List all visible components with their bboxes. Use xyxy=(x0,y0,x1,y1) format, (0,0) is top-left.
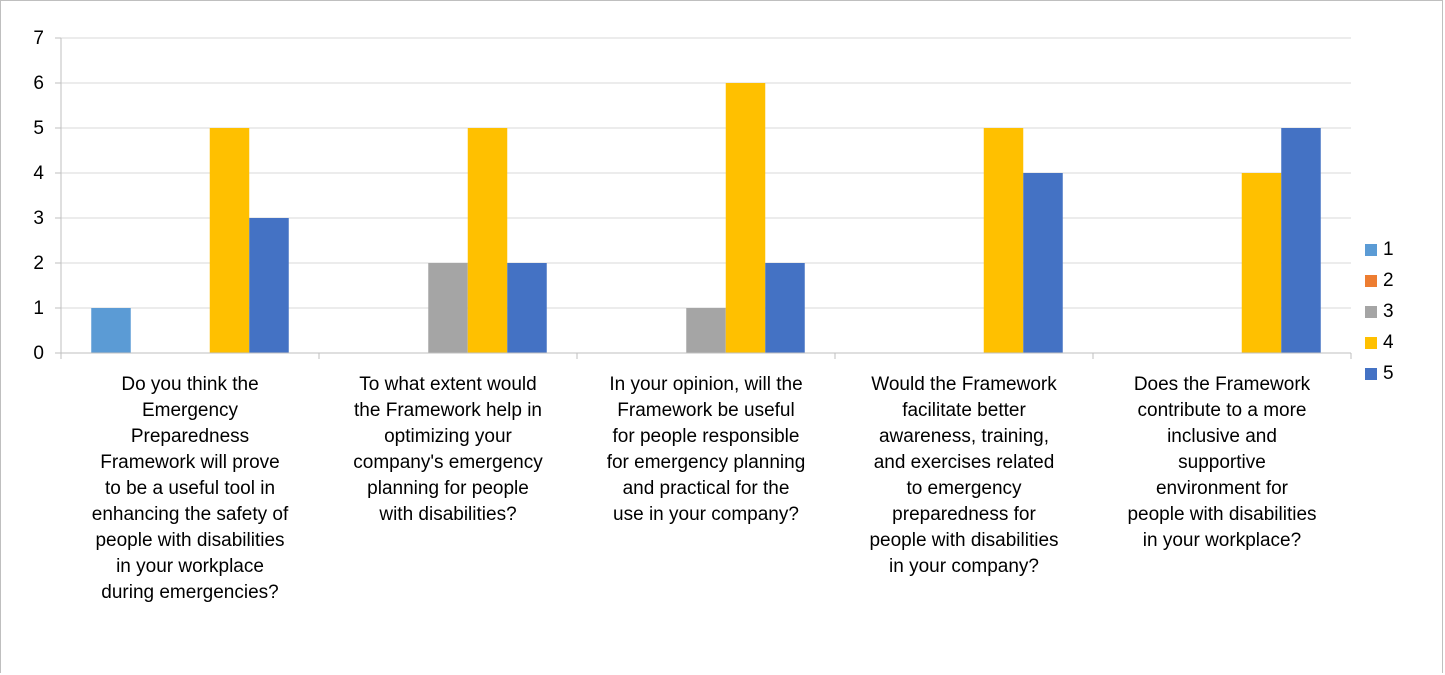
y-tick-label: 3 xyxy=(33,208,44,229)
y-tick-label: 0 xyxy=(33,343,44,364)
x-category-label-line: To what extent would xyxy=(359,374,537,395)
legend-item: 4 xyxy=(1365,327,1394,358)
bar-series-1 xyxy=(91,308,131,353)
legend-label: 1 xyxy=(1383,238,1394,260)
y-tick-label: 7 xyxy=(33,28,44,49)
y-tick-label: 6 xyxy=(33,73,44,94)
bar-series-5 xyxy=(249,218,289,353)
x-category-label-line: awareness, training, xyxy=(878,426,1050,447)
x-category-label-line: and exercises related xyxy=(873,452,1055,473)
x-category-label-line: facilitate better xyxy=(902,400,1026,421)
x-category-label-line: Framework will prove xyxy=(100,452,280,473)
legend: 1 2 3 4 5 xyxy=(1365,234,1394,389)
x-category-label-line: people with disabilities xyxy=(95,530,285,551)
bar-series-4 xyxy=(209,128,250,353)
legend-item: 2 xyxy=(1365,265,1394,296)
bar-series-4 xyxy=(983,128,1024,353)
x-category-label-line: during emergencies? xyxy=(101,582,279,603)
x-category-label-line: Would the Framework xyxy=(871,374,1057,395)
bar-series-5 xyxy=(765,263,805,353)
x-category-label: To what extent would the Framework help i… xyxy=(321,372,575,528)
legend-label: 4 xyxy=(1383,331,1394,353)
x-category-label: Do you think the Emergency Preparedness Fra… xyxy=(63,372,317,606)
x-category-label-line: supportive xyxy=(1178,452,1266,473)
x-category-label-line: people with disabilities xyxy=(1127,504,1317,525)
legend-item: 3 xyxy=(1365,296,1394,327)
bar-series-5 xyxy=(507,263,547,353)
x-category-label-line: Framework be useful xyxy=(617,400,795,421)
x-category-label-line: Preparedness xyxy=(130,426,250,447)
y-tick-label: 2 xyxy=(33,253,44,274)
x-category-label-line: contribute to a more xyxy=(1137,400,1307,421)
legend-swatch xyxy=(1365,336,1377,349)
x-category-label-line: to emergency xyxy=(906,478,1022,499)
x-category-label-line: and practical for the xyxy=(622,478,790,499)
legend-item: 1 xyxy=(1365,234,1394,265)
x-category-label: Does the Framework contribute to a more in… xyxy=(1095,372,1349,554)
x-category-label-line: preparedness for xyxy=(892,504,1036,525)
legend-swatch xyxy=(1365,367,1377,380)
bar-series-5 xyxy=(1023,173,1063,353)
legend-label: 5 xyxy=(1383,362,1394,384)
x-category-label-line: environment for xyxy=(1155,478,1288,499)
x-category-label-line: in your company? xyxy=(889,556,1039,577)
legend-swatch xyxy=(1365,243,1377,256)
x-category-label: In your opinion, will the Framework be us… xyxy=(579,372,833,528)
y-tick-label: 1 xyxy=(33,298,44,319)
y-tick-label: 4 xyxy=(33,163,44,184)
y-tick-label: 5 xyxy=(33,118,44,139)
legend-item: 5 xyxy=(1365,358,1394,389)
x-category-label-line: for emergency planning xyxy=(606,452,806,473)
x-category-label-line: use in your company? xyxy=(613,504,799,525)
legend-swatch xyxy=(1365,274,1377,287)
x-category-label-line: planning for people xyxy=(367,478,529,499)
bar-series-5 xyxy=(1281,128,1321,353)
x-category-label-line: for people responsible xyxy=(612,426,800,447)
x-category-label-line: with disabilities? xyxy=(379,504,517,525)
x-category-label-line: in your workplace xyxy=(116,556,264,577)
x-category-label-line: Emergency xyxy=(141,400,239,421)
x-category-label-line: inclusive and xyxy=(1167,426,1277,447)
x-category-label-line: the Framework help in xyxy=(354,400,542,421)
x-category-label-line: to be a useful tool in xyxy=(104,478,276,499)
x-category-label-line: enhancing the safety of xyxy=(91,504,289,525)
x-category-label-line: Do you think the xyxy=(121,374,259,395)
x-category-label-line: people with disabilities xyxy=(869,530,1059,551)
bar-series-3 xyxy=(428,263,468,353)
x-category-label: Would the Framework facilitate better awar… xyxy=(837,372,1091,580)
bar-series-4 xyxy=(725,83,766,353)
x-category-label-line: optimizing your xyxy=(384,426,512,447)
bar-series-4 xyxy=(1241,173,1282,353)
legend-swatch xyxy=(1365,305,1377,318)
legend-label: 3 xyxy=(1383,300,1394,322)
x-category-label-line: in your workplace? xyxy=(1142,530,1302,551)
x-category-label-line: Does the Framework xyxy=(1133,374,1311,395)
bar-series-4 xyxy=(467,128,508,353)
x-category-label-line: In your opinion, will the xyxy=(609,374,803,395)
bar-series-3 xyxy=(686,308,726,353)
legend-label: 2 xyxy=(1383,269,1394,291)
x-category-label-line: company's emergency xyxy=(353,452,543,473)
